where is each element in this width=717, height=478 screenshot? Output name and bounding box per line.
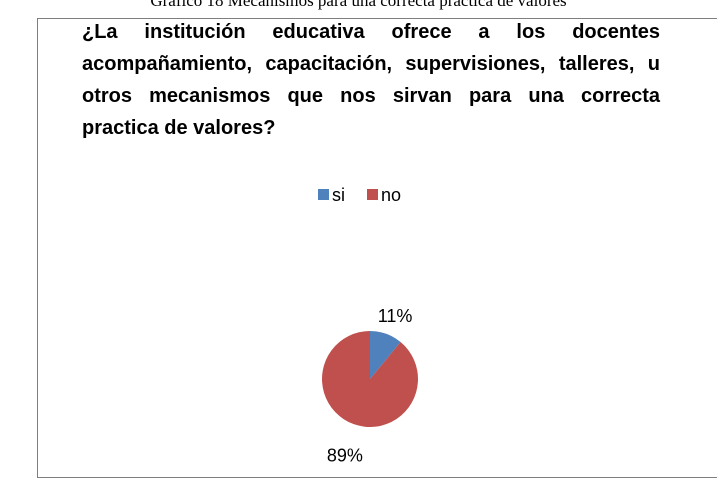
data-label: 89% <box>327 445 363 464</box>
chart-title: ¿La institución educativa ofrece a los d… <box>82 21 660 139</box>
data-label: 11% <box>378 306 413 326</box>
legend-swatch <box>367 189 378 200</box>
legend-label: no <box>381 185 401 205</box>
page: Gráfico 18 Mecanismos para una correcta … <box>37 0 717 478</box>
legend-label: si <box>332 185 345 205</box>
caption: Gráfico 18 Mecanismos para una correcta … <box>150 0 567 10</box>
pie-slice <box>370 331 401 379</box>
legend-swatch <box>318 189 329 200</box>
pie-slice <box>321 331 418 427</box>
chart: si no 11% 89% <box>318 185 418 464</box>
